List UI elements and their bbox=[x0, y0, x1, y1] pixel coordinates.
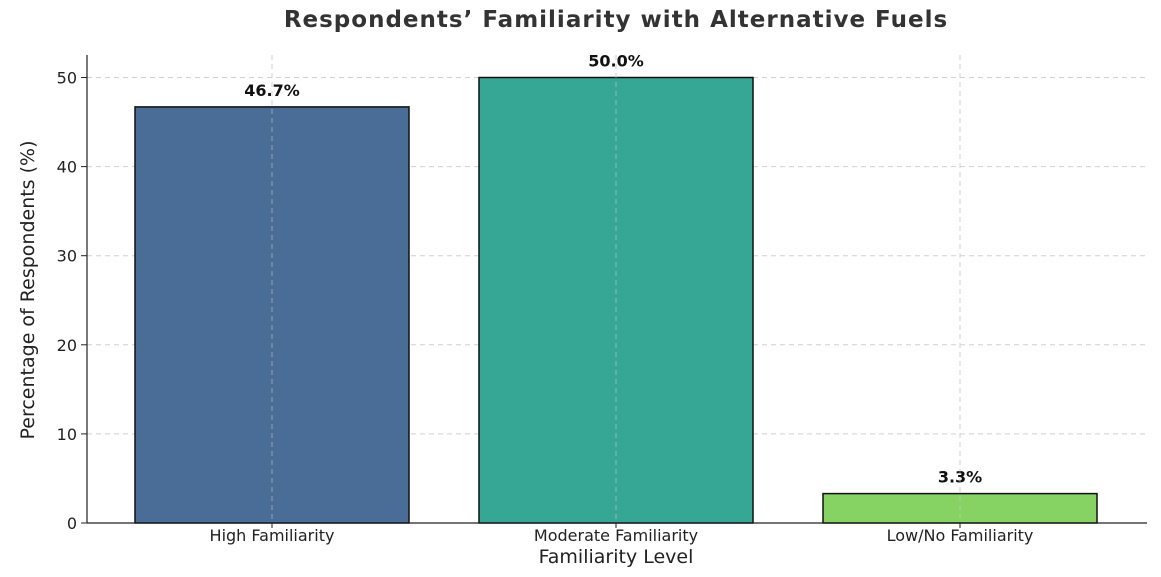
y-tick-label: 0 bbox=[67, 514, 77, 533]
y-tick-labels: 0 10 20 30 40 50 bbox=[57, 69, 87, 533]
data-label: 46.7% bbox=[244, 81, 300, 100]
y-tick-label: 10 bbox=[57, 425, 77, 444]
axes bbox=[86, 55, 1147, 524]
chart-title: Respondents’ Familiarity with Alternativ… bbox=[284, 7, 948, 33]
data-label: 50.0% bbox=[588, 52, 644, 71]
y-tick-label: 30 bbox=[57, 247, 77, 266]
y-tick-label: 20 bbox=[57, 336, 77, 355]
y-axis-label: Percentage of Respondents (%) bbox=[17, 141, 39, 440]
y-tick-label: 40 bbox=[57, 158, 77, 177]
y-tick-label: 50 bbox=[57, 69, 77, 88]
data-label: 3.3% bbox=[938, 468, 982, 487]
x-tick-label: High Familiarity bbox=[210, 526, 335, 545]
x-axis-label: Familiarity Level bbox=[539, 546, 694, 568]
x-tick-labels: High Familiarity Moderate Familiarity Low/… bbox=[210, 523, 1034, 545]
data-labels: 46.7% 50.0% 3.3% bbox=[244, 52, 982, 523]
x-tick-label: Moderate Familiarity bbox=[534, 526, 698, 545]
x-tick-label: Low/No Familiarity bbox=[887, 526, 1034, 545]
y-gridlines bbox=[87, 77, 1147, 435]
